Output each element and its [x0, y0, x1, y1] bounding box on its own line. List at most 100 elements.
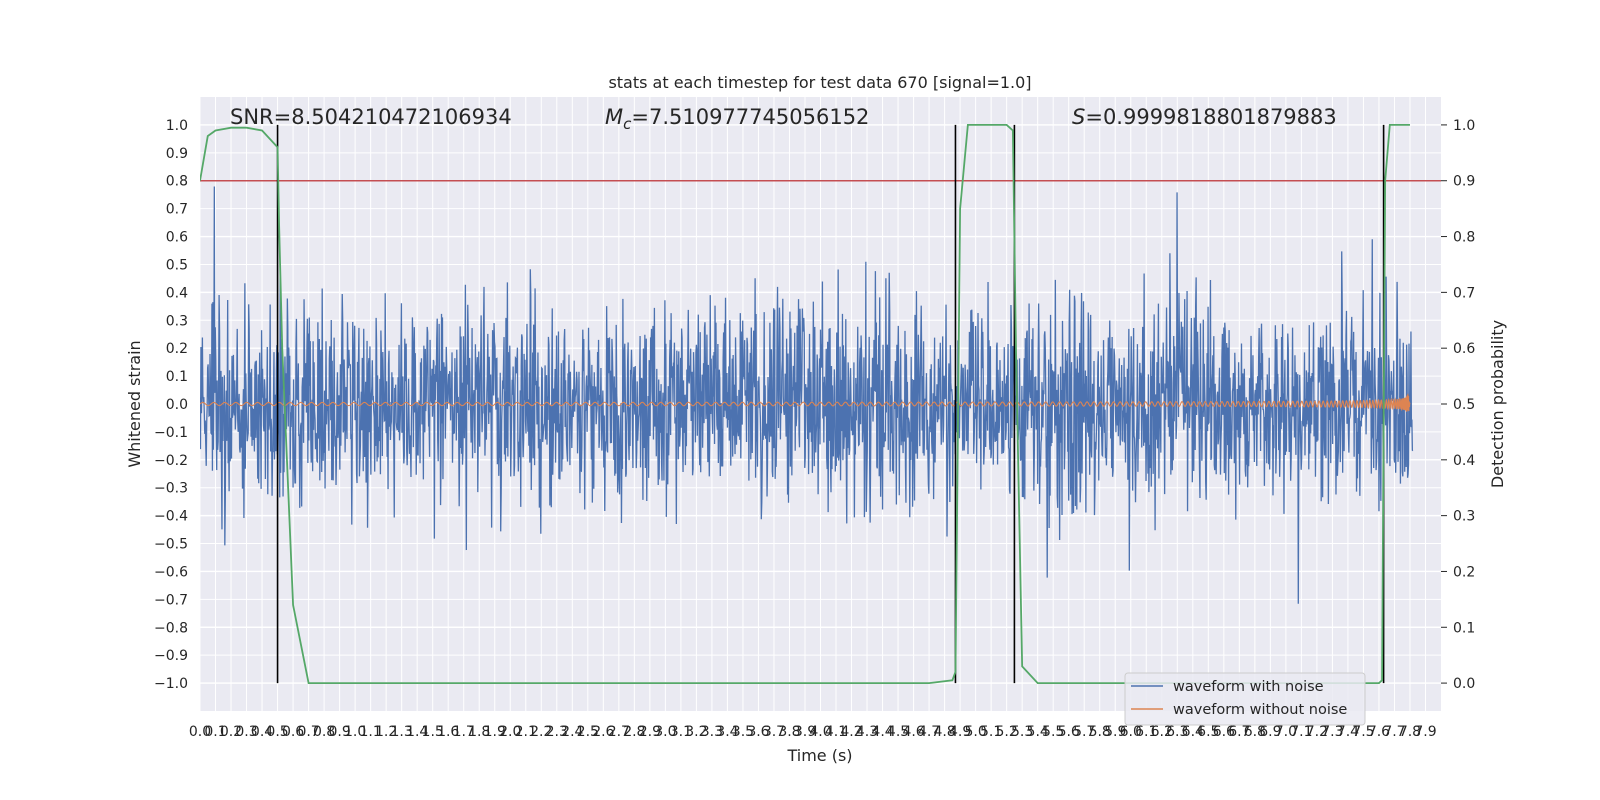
x-tick-label: 6.6	[1213, 724, 1235, 740]
chirp-mass-subscript: c	[623, 115, 632, 133]
y-tick-label: 0.6	[166, 230, 188, 246]
y-right-tick-label: 0.1	[1453, 620, 1475, 636]
y-right-tick-label: 0.9	[1453, 174, 1475, 190]
y-right-tick-label: 0.0	[1453, 676, 1475, 692]
x-tick-label: 0.2	[220, 724, 242, 740]
x-tick-label: 7.5	[1352, 724, 1374, 740]
x-tick-label: 0.0	[189, 724, 211, 740]
x-tick-label: 6.8	[1244, 724, 1266, 740]
x-tick-label: 3.9	[794, 724, 816, 740]
y-axis-label: Whitened strain	[125, 340, 144, 467]
x-tick-label: 2.5	[577, 724, 599, 740]
x-tick-label: 5.3	[1011, 724, 1033, 740]
x-tick-label: 7.9	[1414, 724, 1436, 740]
y-right-tick-label: 0.2	[1453, 564, 1475, 580]
legend-label-noise: waveform with noise	[1173, 679, 1324, 695]
x-tick-label: 5.8	[1089, 724, 1111, 740]
y-tick-label: 0.5	[166, 257, 188, 273]
x-tick-label: 6.3	[1166, 724, 1188, 740]
x-tick-label: 0.3	[235, 724, 257, 740]
x-tick-label: 7.1	[1290, 724, 1312, 740]
x-tick-label: 1.9	[484, 724, 506, 740]
x-tick-label: 1.7	[453, 724, 475, 740]
y-tick-label: −0.2	[154, 453, 188, 469]
x-tick-label: 7.7	[1383, 724, 1405, 740]
series-detection-probability	[200, 124, 1410, 684]
y-tick-label: 0.2	[166, 341, 188, 357]
x-tick-label: 3.6	[747, 724, 769, 740]
x-tick-label: 0.5	[266, 724, 288, 740]
x-tick-label: 3.7	[763, 724, 785, 740]
x-tick-label: 1.3	[391, 724, 413, 740]
x-tick-label: 1.4	[406, 724, 428, 740]
x-tick-label: 6.0	[1120, 724, 1142, 740]
y-tick-label: 0.3	[166, 313, 188, 329]
x-tick-label: 6.7	[1228, 724, 1250, 740]
y-tick-label: 0.8	[166, 174, 188, 190]
y-tick-label: −0.6	[154, 564, 188, 580]
x-tick-label: 0.7	[297, 724, 319, 740]
x-tick-label: 2.0	[499, 724, 521, 740]
x-tick-label: 3.3	[701, 724, 723, 740]
x-tick-label: 0.8	[313, 724, 335, 740]
x-tick-label: 6.4	[1182, 724, 1204, 740]
y-right-tick-label: 0.6	[1453, 341, 1475, 357]
x-tick-label: 2.7	[608, 724, 630, 740]
x-tick-label: 4.4	[871, 724, 893, 740]
x-tick-label: 2.9	[639, 724, 661, 740]
x-tick-label: 1.1	[360, 724, 382, 740]
y-tick-label: 0.1	[166, 369, 188, 385]
x-tick-label: 2.1	[515, 724, 537, 740]
y-right-tick-label: 0.3	[1453, 509, 1475, 525]
y-right-tick-label: 0.8	[1453, 230, 1475, 246]
x-tick-label: 1.8	[468, 724, 490, 740]
chirp-mass-annotation: Mc=7.510977745056152	[605, 105, 869, 133]
x-tick-label: 3.4	[716, 724, 738, 740]
x-tick-label: 1.2	[375, 724, 397, 740]
chart-title: stats at each timestep for test data 670…	[608, 73, 1031, 92]
y-tick-label: 0.9	[166, 146, 188, 162]
y-tick-label: −0.4	[154, 509, 188, 525]
x-tick-label: 7.6	[1368, 724, 1390, 740]
significance-annotation: S=0.9999818801879883	[1072, 105, 1337, 129]
series-waveform-with-noise	[200, 186, 1414, 604]
x-tick-label: 5.2	[996, 724, 1018, 740]
y-right-tick-label: 0.4	[1453, 453, 1475, 469]
y-tick-label: −1.0	[154, 676, 188, 692]
y-right-tick-label: 1.0	[1453, 118, 1475, 134]
series-waveform-without-noise	[200, 393, 1411, 412]
y-tick-label: −0.1	[154, 425, 188, 441]
y-tick-label: −0.3	[154, 481, 188, 497]
x-tick-label: 6.2	[1151, 724, 1173, 740]
x-tick-label: 3.8	[778, 724, 800, 740]
x-tick-label: 5.7	[1073, 724, 1095, 740]
x-tick-label: 2.2	[530, 724, 552, 740]
x-tick-label: 1.5	[422, 724, 444, 740]
x-tick-label: 6.9	[1259, 724, 1281, 740]
y-tick-label: 0.4	[166, 285, 188, 301]
x-tick-label: 4.7	[918, 724, 940, 740]
x-tick-label: 0.4	[251, 724, 273, 740]
x-tick-label: 5.6	[1058, 724, 1080, 740]
x-tick-label: 5.1	[980, 724, 1002, 740]
x-tick-label: 4.9	[949, 724, 971, 740]
x-tick-label: 5.9	[1104, 724, 1126, 740]
x-tick-label: 7.3	[1321, 724, 1343, 740]
x-tick-label: 3.2	[685, 724, 707, 740]
x-tick-label: 4.1	[825, 724, 847, 740]
chirp-mass-symbol: M	[605, 105, 623, 129]
y-tick-label: −0.5	[154, 537, 188, 553]
x-tick-label: 3.5	[732, 724, 754, 740]
chirp-mass-value: =7.510977745056152	[631, 105, 869, 129]
y-axis-right-label: Detection probability	[1488, 320, 1507, 488]
x-tick-label: 4.3	[856, 724, 878, 740]
x-tick-label: 4.5	[887, 724, 909, 740]
x-tick-label: 5.4	[1027, 724, 1049, 740]
y-tick-label: −0.9	[154, 648, 188, 664]
x-tick-label: 3.1	[670, 724, 692, 740]
x-tick-label: 4.0	[809, 724, 831, 740]
y-tick-label: 0.0	[166, 397, 188, 413]
significance-symbol: S	[1072, 105, 1085, 129]
y-axis-left: −1.0 −0.9 −0.8 −0.7 −0.6 −0.5 −0.4 −0.3 −0.2 −0.1…	[154, 118, 188, 692]
